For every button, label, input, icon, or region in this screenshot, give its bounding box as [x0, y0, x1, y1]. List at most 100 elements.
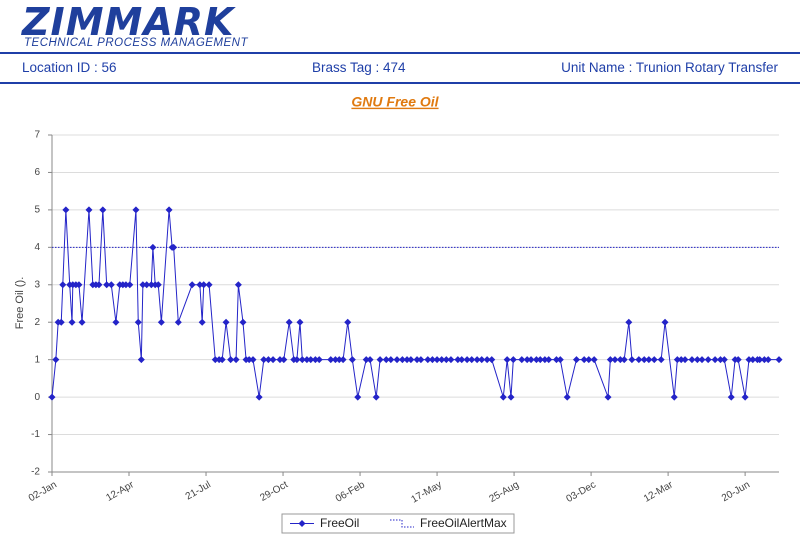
marker	[720, 356, 728, 364]
marker	[616, 356, 624, 364]
legend-box	[281, 513, 515, 534]
marker	[545, 356, 553, 364]
marker	[611, 356, 619, 364]
marker	[468, 356, 476, 364]
marker	[188, 281, 196, 289]
marker	[727, 393, 735, 401]
marker	[556, 356, 564, 364]
marker	[168, 243, 176, 251]
y-tick-label: 6	[34, 167, 40, 178]
marker	[688, 356, 696, 364]
marker	[523, 356, 531, 364]
marker	[433, 356, 441, 364]
marker	[335, 356, 343, 364]
marker	[387, 356, 395, 364]
y-axis-label: Free Oil ().	[14, 277, 26, 330]
marker	[775, 356, 783, 364]
marker	[68, 318, 76, 326]
x-tick-label: 06-Feb	[334, 479, 367, 505]
marker	[119, 281, 127, 289]
marker	[552, 356, 560, 364]
marker	[661, 318, 669, 326]
marker	[509, 356, 517, 364]
marker	[753, 356, 761, 364]
marker	[645, 356, 653, 364]
marker	[315, 356, 323, 364]
marker	[218, 356, 226, 364]
x-tick-label: 03-Dec	[564, 479, 597, 505]
y-tick-label: 4	[34, 242, 40, 253]
x-tick-label: 12-Mar	[642, 479, 676, 505]
marker	[366, 356, 374, 364]
marker	[174, 318, 182, 326]
marker	[628, 356, 636, 364]
marker	[407, 356, 415, 364]
tagline: TECHNICAL PROCESS MANAGEMENT	[24, 37, 249, 49]
marker	[311, 356, 319, 364]
marker	[756, 356, 764, 364]
marker	[92, 281, 100, 289]
marker	[585, 356, 593, 364]
marker	[327, 356, 335, 364]
marker	[563, 393, 571, 401]
marker	[507, 393, 515, 401]
location: Location ID : 56	[22, 60, 117, 75]
marker	[276, 356, 284, 364]
marker	[66, 281, 74, 289]
marker	[298, 356, 306, 364]
marker	[413, 356, 421, 364]
marker	[541, 356, 549, 364]
legend-label: FreeOil	[320, 516, 359, 530]
marker	[760, 356, 768, 364]
marker	[122, 281, 130, 289]
marker	[234, 281, 242, 289]
marker	[454, 356, 462, 364]
marker	[473, 356, 481, 364]
y-tick-label: 7	[34, 130, 40, 141]
x-tick-label: 29-Oct	[258, 479, 290, 504]
marker	[222, 318, 230, 326]
marker	[331, 356, 339, 364]
marker	[107, 281, 115, 289]
marker	[698, 356, 706, 364]
marker	[134, 318, 142, 326]
marker	[424, 356, 432, 364]
marker	[307, 356, 315, 364]
marker	[382, 356, 390, 364]
marker	[447, 356, 455, 364]
marker	[625, 318, 633, 326]
y-tick-label: 1	[34, 354, 40, 365]
marker	[572, 356, 580, 364]
marker	[393, 356, 401, 364]
marker	[137, 356, 145, 364]
marker	[339, 356, 347, 364]
marker	[463, 356, 471, 364]
marker	[290, 356, 298, 364]
marker	[112, 318, 120, 326]
marker	[211, 356, 219, 364]
marker	[483, 356, 491, 364]
marker	[398, 356, 406, 364]
marker	[165, 206, 173, 214]
marker	[348, 356, 356, 364]
marker	[157, 318, 165, 326]
marker	[143, 281, 151, 289]
y-tick-label: 5	[34, 205, 40, 216]
marker	[303, 356, 311, 364]
marker	[264, 356, 272, 364]
marker	[280, 356, 288, 364]
y-tick-label: -2	[31, 467, 40, 478]
marker	[650, 356, 658, 364]
y-tick-label: -1	[31, 429, 40, 440]
unit-name: Unit Name : Trunion Rotary Transfer	[561, 60, 778, 75]
marker	[681, 356, 689, 364]
marker	[269, 356, 277, 364]
x-tick-label: 02-Jan	[27, 479, 59, 504]
marker	[242, 356, 250, 364]
marker	[499, 393, 507, 401]
marker	[260, 356, 268, 364]
marker	[670, 393, 678, 401]
chart-title: GNU Free Oil	[351, 94, 439, 110]
marker	[478, 356, 486, 364]
